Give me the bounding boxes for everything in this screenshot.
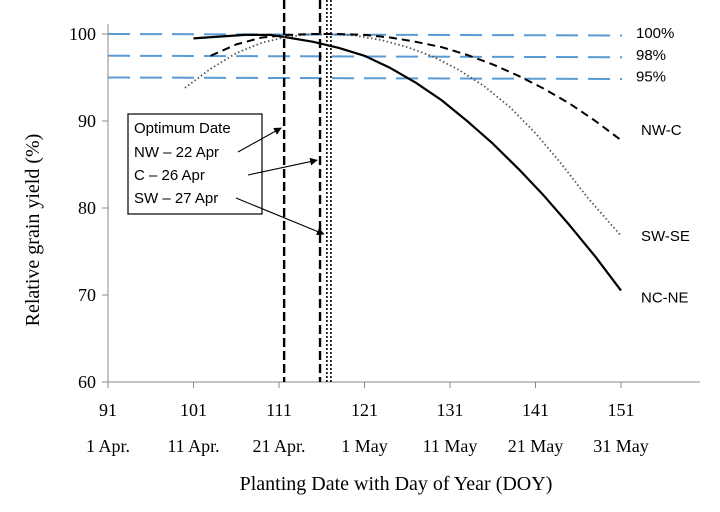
x-tick-label: 91: [99, 400, 117, 420]
annotation-title: Optimum Date: [134, 120, 231, 137]
x-date-label: 11 Apr.: [167, 436, 219, 456]
x-date-label: 1 May: [341, 436, 388, 456]
reference-label: 95%: [636, 69, 666, 86]
x-date-label: 21 Apr.: [252, 436, 305, 456]
annotation-box: [127, 113, 263, 215]
reference-line-95pct: [107, 76, 623, 80]
x-tick-label: 131: [437, 400, 464, 420]
x-tick-label: 121: [351, 400, 378, 420]
reference-label: 100%: [636, 25, 674, 42]
optimum-date-annotation: Optimum Date NW – 22 Apr C – 26 Apr SW – 27…: [127, 113, 325, 236]
optimum-date-lines: [282, 0, 332, 382]
series-lines: [184, 33, 622, 292]
x-axis-title: Planting Date with Day of Year (DOY): [240, 473, 553, 495]
text-labels: 100% 98% 95% 60 70 80 90 100 91 1 Apr. 101 11 Apr. 1…: [22, 24, 690, 495]
x-date-label: 21 May: [508, 436, 564, 456]
series-line-SW-SE: [184, 33, 622, 237]
series-label: NC-NE: [641, 290, 689, 307]
series-line-NC-NE: [193, 33, 622, 292]
y-tick-label: 70: [78, 285, 96, 305]
annotation-entry: NW – 22 Apr: [134, 144, 219, 161]
x-date-label: 11 May: [423, 436, 478, 456]
series-line-NW-C: [210, 33, 622, 141]
annotation-arrow: [247, 157, 318, 176]
reference-label: 98%: [636, 47, 666, 64]
annotation-entry: C – 26 Apr: [134, 167, 205, 184]
axes: [102, 24, 700, 388]
x-tick-label: 111: [266, 400, 292, 420]
y-tick-label: 60: [78, 372, 96, 392]
x-tick-label: 101: [180, 400, 207, 420]
series-label: SW-SE: [641, 228, 690, 245]
series-label: NW-C: [641, 122, 682, 139]
x-date-label: 31 May: [593, 436, 649, 456]
annotation-arrow: [235, 197, 325, 236]
y-tick-label: 80: [78, 198, 96, 218]
annotation-arrow: [237, 127, 282, 153]
x-tick-label: 141: [522, 400, 549, 420]
x-date-label: 1 Apr.: [86, 436, 130, 456]
y-axis-title: Relative grain yield (%): [22, 134, 44, 327]
y-tick-label: 100: [69, 24, 96, 44]
y-tick-label: 90: [78, 111, 96, 131]
x-tick-label: 151: [608, 400, 635, 420]
annotation-entry: SW – 27 Apr: [134, 190, 218, 207]
